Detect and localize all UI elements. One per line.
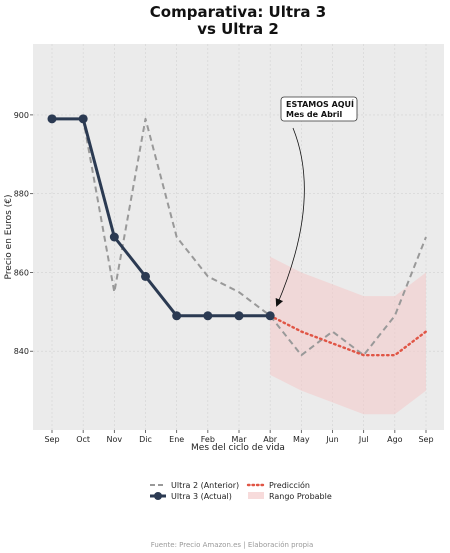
axis-group: Sep Oct Nov Dic Ene Feb Mar Abr May Jun Jul Ago Sep 8… — [14, 111, 434, 444]
series-line-prediccion — [268, 314, 428, 357]
point-ultra-3-actual-1 — [78, 114, 88, 124]
y-tick-label-860: 860 — [14, 268, 29, 277]
series-line-ultra-3-actual — [52, 117, 271, 318]
x-tick-label-mar-6: Mar — [231, 435, 247, 444]
annotation-line-2: Mes de Abril — [286, 110, 342, 119]
x-tick-label-oct-1: Oct — [76, 435, 90, 444]
point-ultra-3-actual-3 — [141, 271, 150, 281]
legend-swatch-range — [248, 492, 264, 499]
point-ultra-3-actual-7 — [265, 311, 275, 321]
series-line-ultra-2-anterior — [52, 117, 427, 357]
x-tick-label-sep-12: Sep — [418, 435, 433, 444]
probable-range-band — [270, 256, 426, 415]
probable-range-band-group — [270, 256, 426, 415]
annotation-arrow — [275, 127, 305, 307]
source-note: Fuente: Precio Amazon.es | Elaboración p… — [151, 541, 314, 549]
annotation: ESTAMOS AQUÍ Mes de Abril — [275, 96, 358, 307]
x-tick-label-feb-5: Feb — [201, 435, 215, 444]
legend-label-prediction: Predicción — [269, 480, 310, 490]
x-axis-label: Mes del ciclo de vida — [191, 443, 285, 453]
y-tick-label-840: 840 — [14, 347, 29, 356]
legend-label-ultra-3: Ultra 3 (Actual) — [171, 492, 232, 501]
x-tick-label-abr-7: Abr — [263, 435, 278, 444]
legend-marker-ultra-3 — [154, 492, 162, 500]
x-tick-label-dic-3: Dic — [139, 435, 152, 444]
x-tick-label-sep-0: Sep — [44, 435, 59, 444]
chart-title-line-2: vs Ultra 2 — [197, 20, 279, 38]
x-tick-label-ago-11: Ago — [387, 435, 403, 444]
x-tick-label-nov-2: Nov — [107, 435, 123, 444]
point-ultra-3-actual-2 — [109, 232, 119, 242]
y-tick-label-880: 880 — [14, 190, 29, 199]
series-group — [47, 114, 428, 357]
y-tick-label-900: 900 — [14, 111, 29, 120]
legend: Ultra 2 (Anterior) Ultra 3 (Actual) Pred… — [150, 480, 332, 501]
x-tick-label-jun-9: Jun — [325, 435, 339, 444]
y-axis-label: Precio en Euros (€) — [4, 195, 14, 280]
legend-label-ultra-2: Ultra 2 (Anterior) — [171, 481, 239, 490]
point-ultra-3-actual-6 — [234, 311, 244, 321]
point-ultra-3-actual-0 — [47, 114, 57, 124]
annotation-line-1: ESTAMOS AQUÍ — [286, 98, 354, 109]
x-tick-label-may-8: May — [293, 435, 310, 444]
legend-label-range: Rango Probable — [269, 492, 332, 501]
chart-title-line-1: Comparativa: Ultra 3 — [150, 3, 326, 21]
x-tick-label-jul-10: Jul — [358, 435, 369, 444]
point-ultra-3-actual-5 — [203, 311, 213, 321]
x-tick-label-ene-4: Ene — [169, 435, 184, 444]
annotation-box — [280, 96, 358, 122]
point-ultra-3-actual-4 — [172, 311, 182, 321]
